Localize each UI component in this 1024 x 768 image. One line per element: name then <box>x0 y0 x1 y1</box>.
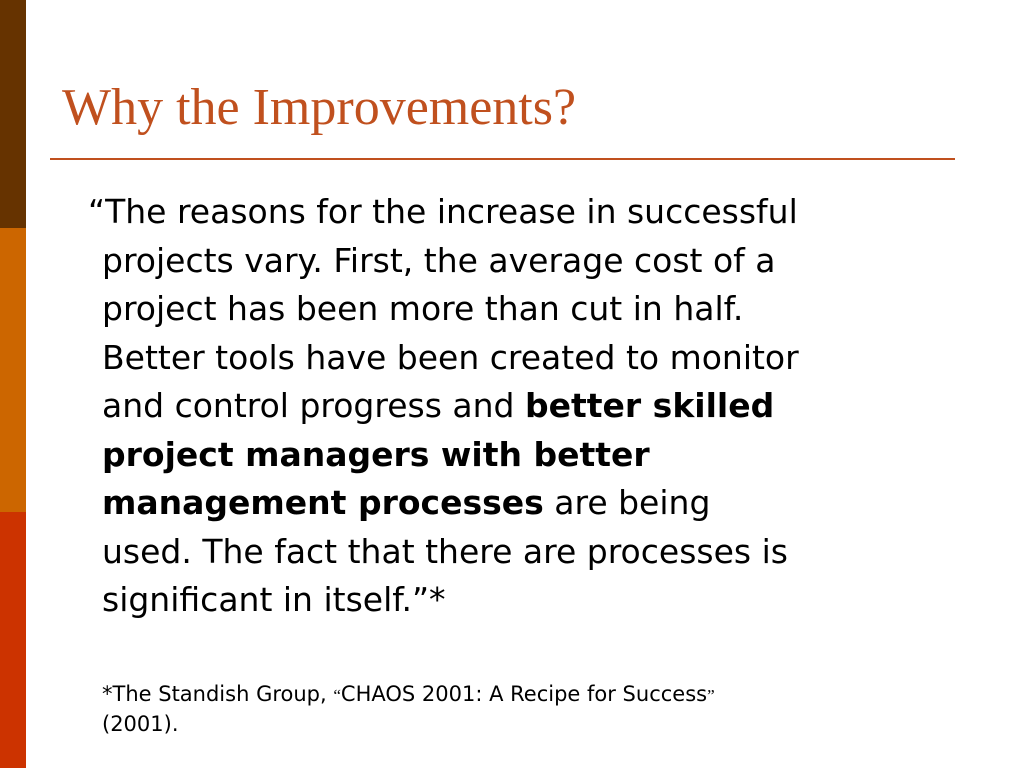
citation-year: (2001). <box>102 712 179 736</box>
citation-prefix: *The Standish Group, <box>102 682 334 706</box>
citation-footnote: *The Standish Group, “CHAOS 2001: A Reci… <box>102 680 982 739</box>
quote-line: and control progress and better skilled <box>102 382 962 431</box>
quote-emphasis: better skilled <box>524 386 775 425</box>
sidebar-band-red <box>0 512 26 768</box>
citation-source-title: CHAOS 2001: A Recipe for Success <box>340 682 708 706</box>
quote-line: Better tools have been created to monito… <box>102 337 799 377</box>
quote-line: management processes are being <box>102 479 962 528</box>
quote-line: used. The fact that there are processes … <box>102 531 788 571</box>
title-underline <box>50 158 955 160</box>
slide-title: Why the Improvements? <box>62 79 577 136</box>
quote-emphasis: project managers with better <box>102 434 650 474</box>
quote-line: “The reasons for the increase in success… <box>88 192 798 231</box>
quote-line: significant in itself.”* <box>102 580 446 619</box>
sidebar-band-brown <box>0 0 26 228</box>
quote-emphasis: management processes <box>102 483 544 522</box>
quote-text: are being <box>543 483 711 522</box>
quote-text: and control progress and <box>102 386 525 425</box>
quote-line: project managers with better <box>102 431 962 480</box>
sidebar-band-orange <box>0 228 26 512</box>
citation-open-quote: “ <box>333 686 341 705</box>
quote-block: “The reasons for the increase in success… <box>88 188 962 625</box>
citation-close-quote: ” <box>707 686 715 705</box>
quote-line: projects vary. First, the average cost o… <box>102 240 776 280</box>
citation-line: *The Standish Group, “CHAOS 2001: A Reci… <box>102 680 982 710</box>
quote-line: project has been more than cut in half. <box>102 289 744 328</box>
